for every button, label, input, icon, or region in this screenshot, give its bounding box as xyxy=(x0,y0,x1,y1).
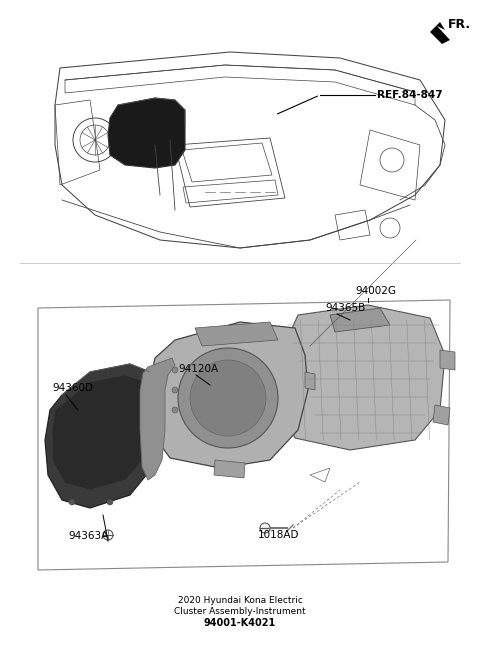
Text: Cluster Assembly-Instrument: Cluster Assembly-Instrument xyxy=(174,607,306,616)
Text: 1018AD: 1018AD xyxy=(258,530,300,540)
Polygon shape xyxy=(440,350,455,370)
Polygon shape xyxy=(305,372,315,390)
Text: 94363A: 94363A xyxy=(68,531,108,541)
Circle shape xyxy=(69,499,75,505)
Polygon shape xyxy=(278,305,445,450)
Text: REF.84-847: REF.84-847 xyxy=(377,90,443,100)
Circle shape xyxy=(107,499,113,505)
Circle shape xyxy=(172,367,178,373)
Polygon shape xyxy=(330,308,390,332)
Circle shape xyxy=(172,407,178,413)
Polygon shape xyxy=(148,322,308,468)
Polygon shape xyxy=(195,322,278,346)
Circle shape xyxy=(178,348,278,448)
Polygon shape xyxy=(108,98,185,168)
Text: 94365B: 94365B xyxy=(325,303,365,313)
Text: 94002G: 94002G xyxy=(355,286,396,296)
Polygon shape xyxy=(430,22,450,44)
Polygon shape xyxy=(45,364,158,508)
Circle shape xyxy=(172,387,178,393)
Text: 94360D: 94360D xyxy=(52,383,93,393)
Circle shape xyxy=(190,360,266,436)
Polygon shape xyxy=(214,460,245,478)
Text: 94001-K4021: 94001-K4021 xyxy=(204,618,276,628)
Polygon shape xyxy=(433,405,450,425)
Text: 94120A: 94120A xyxy=(178,364,218,374)
Text: 2020 Hyundai Kona Electric: 2020 Hyundai Kona Electric xyxy=(178,596,302,605)
Polygon shape xyxy=(140,358,175,480)
Polygon shape xyxy=(52,375,152,490)
Text: FR.: FR. xyxy=(448,18,471,31)
Polygon shape xyxy=(138,382,148,400)
